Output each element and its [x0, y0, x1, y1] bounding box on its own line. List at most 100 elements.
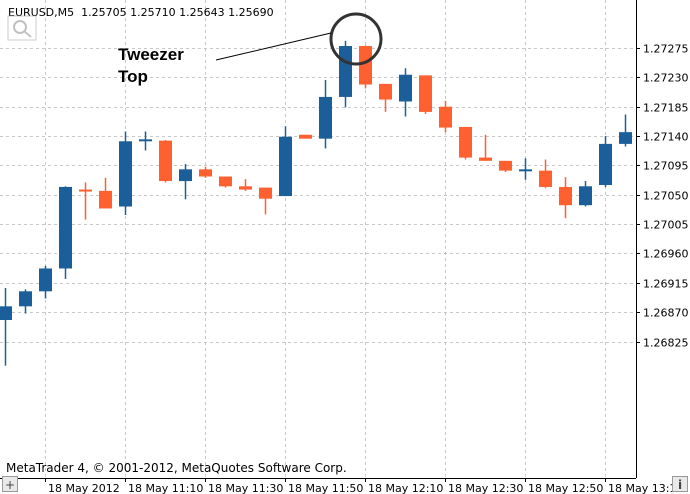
y-tick-label: 1.27140: [643, 131, 689, 144]
candle-body: [79, 189, 92, 192]
candle-body: [479, 157, 492, 161]
candle-body: [159, 140, 172, 182]
y-tick-label: 1.26825: [643, 337, 689, 350]
info-icon[interactable]: i: [672, 476, 688, 492]
candle-body: [19, 291, 32, 307]
bullish-candle: [119, 131, 132, 215]
candle-body: [59, 186, 72, 269]
candle-body: [279, 136, 292, 197]
candle-body: [199, 169, 212, 177]
annotation-leader-line: [215, 32, 332, 61]
annotation-line-1: Tweezer: [118, 45, 184, 64]
bearish-candle: [419, 75, 432, 114]
candle-body: [459, 126, 472, 158]
x-tick-label: 18 May 12:30: [448, 482, 523, 494]
search-icon[interactable]: [7, 15, 37, 41]
bullish-candle: [139, 131, 152, 151]
y-tick-label: 1.27005: [643, 219, 689, 232]
y-tick-label: 1.27050: [643, 190, 689, 203]
bullish-candle: [179, 164, 192, 200]
bearish-candle: [359, 45, 372, 89]
candle-body: [299, 134, 312, 139]
candle-body: [379, 83, 392, 100]
bullish-candle: [339, 40, 352, 108]
bullish-candle: [619, 114, 632, 147]
candle-body: [0, 306, 12, 321]
chart-header: EURUSD,M5 1.25705 1.25710 1.25643 1.2569…: [8, 6, 274, 19]
ohlc-readout: 1.25705 1.25710 1.25643 1.25690: [81, 6, 274, 19]
y-tick-label: 1.27275: [643, 43, 689, 56]
x-tick-label: 18 May 12:50: [528, 482, 603, 494]
bullish-candle: [0, 288, 12, 366]
candle-body: [219, 176, 232, 187]
x-tick-label: 18 May 11:10: [128, 482, 203, 494]
y-tick-label: 1.26915: [643, 278, 689, 291]
annotation-marks: [215, 12, 383, 66]
bearish-candle: [239, 179, 252, 191]
candle-body: [339, 46, 352, 97]
candles: [0, 40, 632, 366]
candle-body: [399, 74, 412, 102]
y-tick-label: 1.26960: [643, 248, 689, 261]
bearish-candle: [259, 187, 272, 215]
candle-body: [239, 186, 252, 190]
candle-body: [39, 268, 52, 292]
grid: [0, 0, 636, 478]
y-tick-label: 1.27230: [643, 72, 689, 85]
bullish-candle: [599, 136, 612, 187]
bearish-candle: [299, 134, 312, 139]
bullish-candle: [399, 68, 412, 117]
bearish-candle: [459, 126, 472, 160]
x-tick-label: 18 May 11:50: [288, 482, 363, 494]
crosshair-icon[interactable]: +: [2, 476, 18, 492]
y-tick-label: 1.26870: [643, 307, 689, 320]
candle-body: [179, 169, 192, 182]
bearish-candle: [559, 177, 572, 219]
bullish-candle: [279, 126, 292, 197]
bullish-candle: [579, 181, 592, 207]
candle-body: [579, 186, 592, 206]
highlight-circle: [329, 12, 383, 66]
candle-body: [419, 75, 432, 112]
candle-body: [499, 160, 512, 171]
candle-body: [539, 170, 552, 187]
bearish-candle: [499, 160, 512, 172]
annotation-line-2: Top: [118, 67, 148, 86]
bullish-candle: [59, 186, 72, 279]
bearish-candle: [379, 83, 392, 112]
candle-body: [599, 143, 612, 185]
bearish-candle: [99, 177, 112, 209]
x-tick-label: 18 May 12:10: [368, 482, 443, 494]
x-tick-label: 18 May 13:10: [608, 482, 683, 494]
bullish-candle: [19, 289, 32, 314]
bearish-candle: [439, 100, 452, 133]
candle-body: [99, 190, 112, 209]
pattern-annotation: Tweezer Top: [118, 44, 228, 88]
bullish-candle: [39, 265, 52, 299]
candle-body: [519, 169, 532, 172]
bearish-candle: [539, 159, 552, 189]
bearish-candle: [219, 176, 232, 188]
bearish-candle: [199, 166, 212, 178]
x-tick-label: 18 May 2012: [48, 482, 120, 494]
candle-body: [139, 139, 152, 142]
bearish-candle: [79, 182, 92, 220]
copyright-text: MetaTrader 4, © 2001-2012, MetaQuotes So…: [6, 461, 347, 475]
candle-body: [259, 187, 272, 199]
y-tick-label: 1.27095: [643, 160, 689, 173]
candle-body: [119, 141, 132, 207]
candle-body: [319, 96, 332, 139]
candle-body: [559, 186, 572, 206]
bullish-candle: [319, 79, 332, 149]
bullish-candle: [519, 158, 532, 180]
x-tick-label: 18 May 11:30: [208, 482, 283, 494]
candle-body: [359, 46, 372, 85]
candle-body: [619, 132, 632, 144]
y-tick-label: 1.27185: [643, 102, 689, 115]
bearish-candle: [479, 134, 492, 161]
bearish-candle: [159, 139, 172, 183]
candle-body: [439, 106, 452, 128]
